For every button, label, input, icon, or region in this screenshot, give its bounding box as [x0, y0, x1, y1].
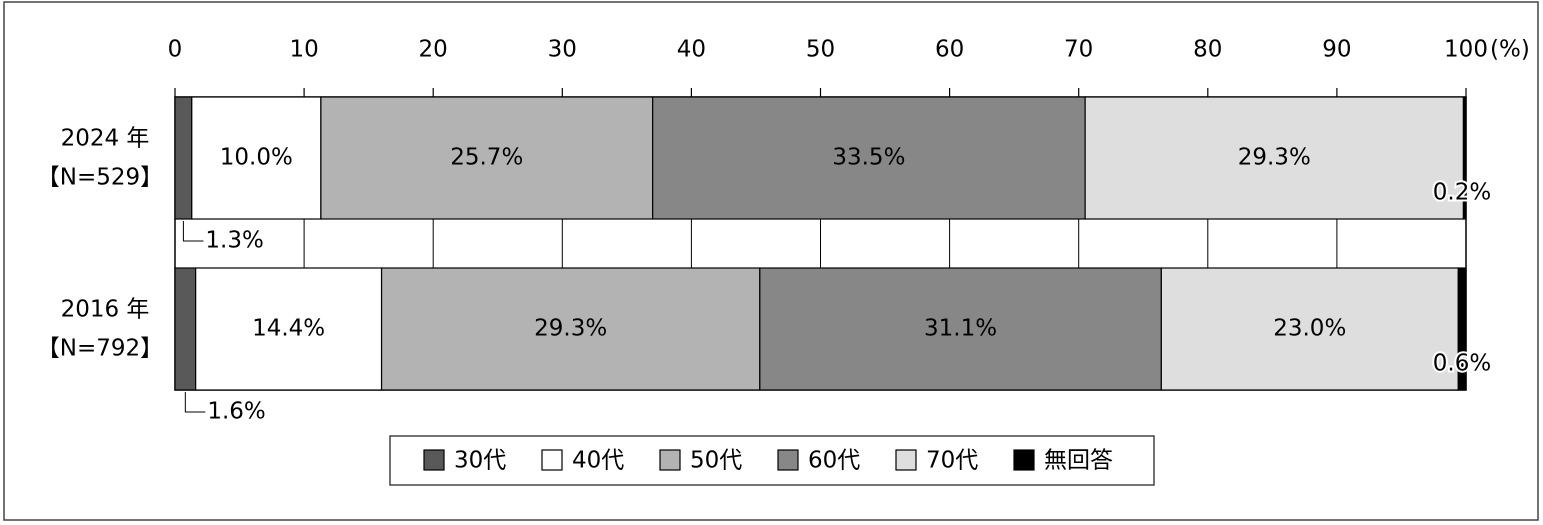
bar-segment [174, 267, 197, 391]
legend-swatch [659, 449, 681, 471]
value-label: 14.4% [252, 316, 325, 342]
bar-segment [174, 96, 193, 220]
x-tick-label: 80 [1193, 37, 1222, 63]
bar-segment [320, 96, 654, 220]
bar-segment [191, 96, 322, 220]
bar-segment [652, 96, 1086, 220]
x-tick-label: 50 [806, 37, 835, 63]
legend-label: 40代 [572, 448, 624, 474]
x-tick-label: 100 [1444, 37, 1488, 63]
leader-line [184, 392, 206, 413]
x-tick-label: 10 [289, 37, 318, 63]
bar-segment [1462, 96, 1467, 220]
value-label: 1.3% [205, 228, 263, 254]
category-label: 2016 年 [61, 297, 150, 323]
legend-label: 50代 [690, 448, 742, 474]
x-tick-label: 20 [419, 37, 448, 63]
bars [174, 96, 1467, 391]
legend-swatch [541, 449, 563, 471]
bar-segment [380, 267, 761, 391]
x-tick-label: 90 [1322, 37, 1351, 63]
bar-segment [1160, 267, 1459, 391]
leader-line [182, 221, 204, 242]
legend-label: 60代 [808, 448, 860, 474]
bar-segment [1084, 96, 1465, 220]
bar-segment [759, 267, 1162, 391]
bar-segment [1457, 267, 1467, 391]
legend-label: 30代 [454, 448, 506, 474]
legend-swatch [423, 449, 445, 471]
value-label: 1.6% [207, 399, 265, 425]
legend-swatch [1013, 449, 1035, 471]
x-tick-label: 40 [677, 37, 706, 63]
x-tick-label: 0 [168, 37, 183, 63]
x-tick-label: 30 [548, 37, 577, 63]
x-tick-label: 60 [935, 37, 964, 63]
value-label: 29.3% [534, 316, 607, 342]
value-label: 10.0% [220, 145, 293, 171]
x-unit: (%) [1490, 37, 1530, 63]
legend: 30代 40代 50代 60代 70代 無回答 [423, 448, 1113, 474]
value-label: 23.0% [1273, 316, 1346, 342]
labels: 2024 年【N=529】 1.3% 10.0% 25.7% 33.5% 29.3% 0.2… [37, 126, 1493, 425]
category-label: 2024 年 [61, 126, 150, 152]
value-label: 0.6% [1433, 351, 1491, 377]
category-note: 【N=529】 [37, 165, 163, 191]
legend-swatch [777, 449, 799, 471]
value-label: 25.7% [450, 145, 523, 171]
value-label: 29.3% [1238, 145, 1311, 171]
legend-label: 70代 [926, 448, 978, 474]
legend-swatch [895, 449, 917, 471]
bar-segment [195, 267, 383, 391]
value-label: 31.1% [924, 316, 997, 342]
outer-frame [3, 1, 1539, 521]
category-note: 【N=792】 [37, 336, 163, 362]
value-label: 0.2% [1433, 180, 1491, 206]
value-label: 33.5% [832, 145, 905, 171]
x-tick-label: 70 [1064, 37, 1093, 63]
legend-label: 無回答 [1044, 448, 1113, 474]
